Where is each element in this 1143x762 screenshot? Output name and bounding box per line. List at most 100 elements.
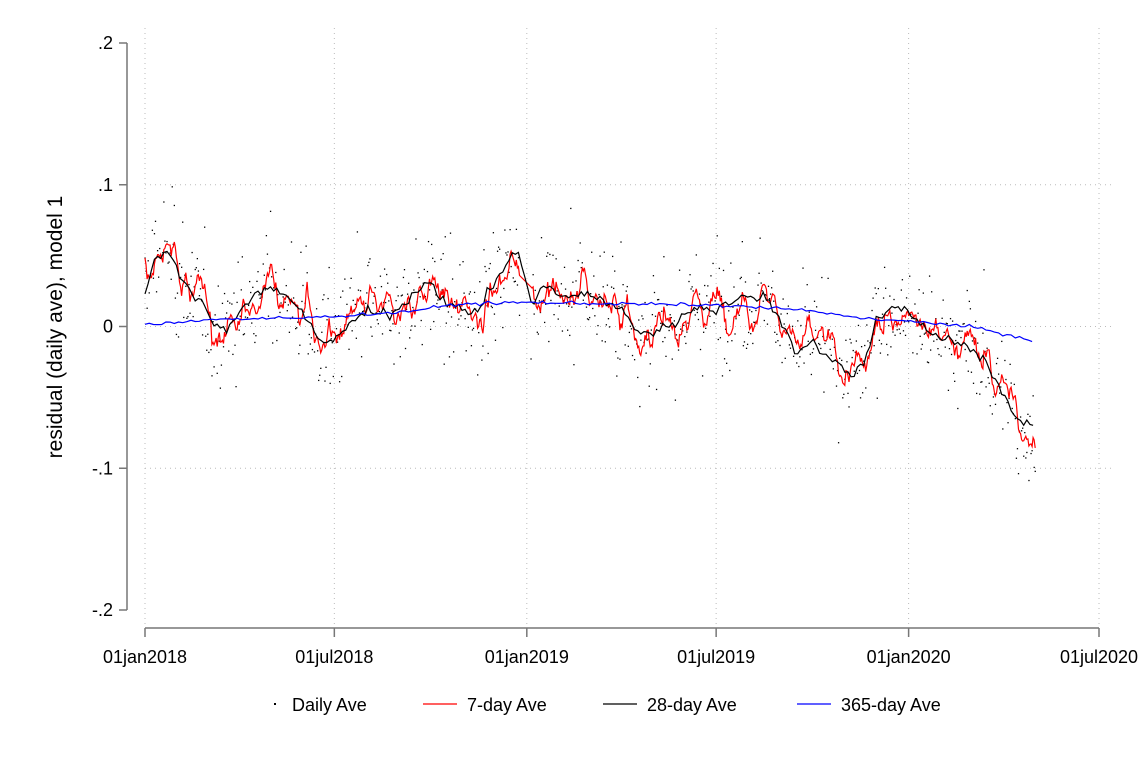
daily-ave-point — [447, 311, 450, 313]
daily-ave-point — [799, 356, 801, 358]
daily-ave-point — [639, 405, 641, 408]
daily-ave-point — [842, 397, 844, 399]
daily-ave-point — [428, 289, 431, 291]
daily-ave-point — [821, 276, 823, 279]
daily-ave-point — [254, 341, 256, 344]
daily-ave-point — [174, 297, 177, 299]
daily-ave-point — [784, 357, 786, 359]
daily-ave-point — [570, 207, 572, 210]
daily-ave-point — [674, 399, 677, 401]
daily-ave-point — [863, 360, 865, 362]
daily-ave-point — [763, 319, 765, 322]
daily-ave-point — [810, 373, 813, 376]
daily-ave-point — [467, 326, 469, 328]
daily-ave-point — [445, 322, 447, 324]
daily-ave-point — [503, 287, 505, 290]
daily-ave-point — [1028, 479, 1030, 482]
daily-ave-point — [768, 298, 771, 300]
daily-ave-point — [440, 258, 442, 261]
daily-ave-point — [379, 275, 382, 277]
daily-ave-point — [702, 331, 705, 333]
daily-ave-point — [488, 267, 490, 270]
daily-ave-point — [415, 238, 417, 240]
daily-ave-point — [653, 291, 656, 294]
daily-ave-point — [760, 282, 762, 284]
daily-ave-point — [315, 308, 318, 310]
daily-ave-point — [393, 363, 395, 365]
daily-ave-point — [241, 256, 243, 258]
daily-ave-point — [206, 349, 208, 351]
daily-ave-point — [243, 333, 246, 335]
daily-ave-point — [616, 375, 618, 377]
daily-ave-point — [649, 363, 651, 365]
daily-ave-point — [146, 307, 148, 309]
series-28-day-ave — [144, 250, 1034, 427]
daily-ave-point — [327, 297, 329, 300]
daily-ave-point — [927, 361, 930, 364]
daily-ave-point — [608, 326, 611, 328]
daily-ave-point — [235, 386, 237, 388]
daily-ave-point — [989, 405, 991, 407]
daily-ave-point — [552, 254, 554, 256]
daily-ave-point — [901, 279, 904, 281]
daily-ave-point — [311, 348, 314, 351]
daily-ave-point — [723, 358, 726, 360]
daily-ave-point — [1019, 416, 1022, 418]
y-tick-label: -.1 — [92, 458, 113, 478]
daily-ave-point — [387, 282, 389, 284]
daily-ave-point — [316, 350, 319, 352]
daily-ave-point — [949, 317, 952, 320]
daily-ave-point — [782, 298, 784, 300]
daily-ave-point — [194, 268, 196, 271]
daily-ave-point — [355, 337, 358, 339]
daily-ave-point — [549, 253, 551, 256]
daily-ave-point — [606, 284, 609, 286]
daily-ave-point — [980, 381, 982, 383]
daily-ave-point — [458, 318, 460, 320]
daily-ave-point — [330, 338, 332, 340]
daily-ave-point — [1001, 340, 1003, 343]
daily-ave-point — [548, 340, 550, 343]
daily-ave-point — [397, 295, 399, 297]
daily-ave-point — [770, 287, 773, 289]
daily-ave-point — [859, 397, 862, 399]
y-tick-label: .1 — [98, 175, 113, 195]
daily-ave-point — [464, 318, 466, 320]
daily-ave-point — [999, 392, 1001, 394]
daily-ave-point — [320, 367, 322, 369]
daily-ave-point — [673, 320, 676, 322]
legend-swatch — [274, 703, 276, 705]
daily-ave-point — [950, 353, 953, 356]
daily-ave-point — [665, 355, 667, 358]
daily-ave-point — [979, 393, 981, 395]
daily-ave-point — [577, 259, 579, 262]
daily-ave-point — [228, 350, 230, 352]
daily-ave-point — [943, 331, 945, 334]
daily-ave-point — [1032, 395, 1034, 397]
daily-ave-point — [937, 347, 939, 350]
daily-ave-point — [590, 293, 592, 295]
y-axis-title: residual (daily ave), model 1 — [44, 196, 67, 459]
daily-ave-point — [236, 301, 238, 304]
daily-ave-point — [482, 345, 484, 347]
daily-ave-point — [321, 331, 323, 333]
daily-ave-point — [936, 338, 938, 341]
daily-ave-point — [449, 232, 452, 234]
daily-ave-point — [1009, 363, 1011, 366]
daily-ave-point — [640, 339, 642, 341]
daily-ave-point — [587, 318, 590, 321]
daily-ave-point — [992, 396, 995, 398]
daily-ave-point — [610, 286, 613, 288]
daily-ave-point — [843, 393, 845, 396]
daily-ave-point — [750, 333, 752, 335]
daily-ave-point — [286, 310, 288, 312]
daily-ave-point — [873, 345, 875, 347]
daily-ave-point — [508, 271, 510, 274]
daily-ave-point — [626, 285, 628, 288]
daily-ave-point — [395, 299, 397, 302]
daily-ave-point — [727, 341, 729, 343]
daily-ave-point — [964, 348, 966, 351]
daily-ave-point — [284, 301, 286, 303]
daily-ave-point — [596, 333, 598, 335]
daily-ave-point — [880, 343, 883, 345]
